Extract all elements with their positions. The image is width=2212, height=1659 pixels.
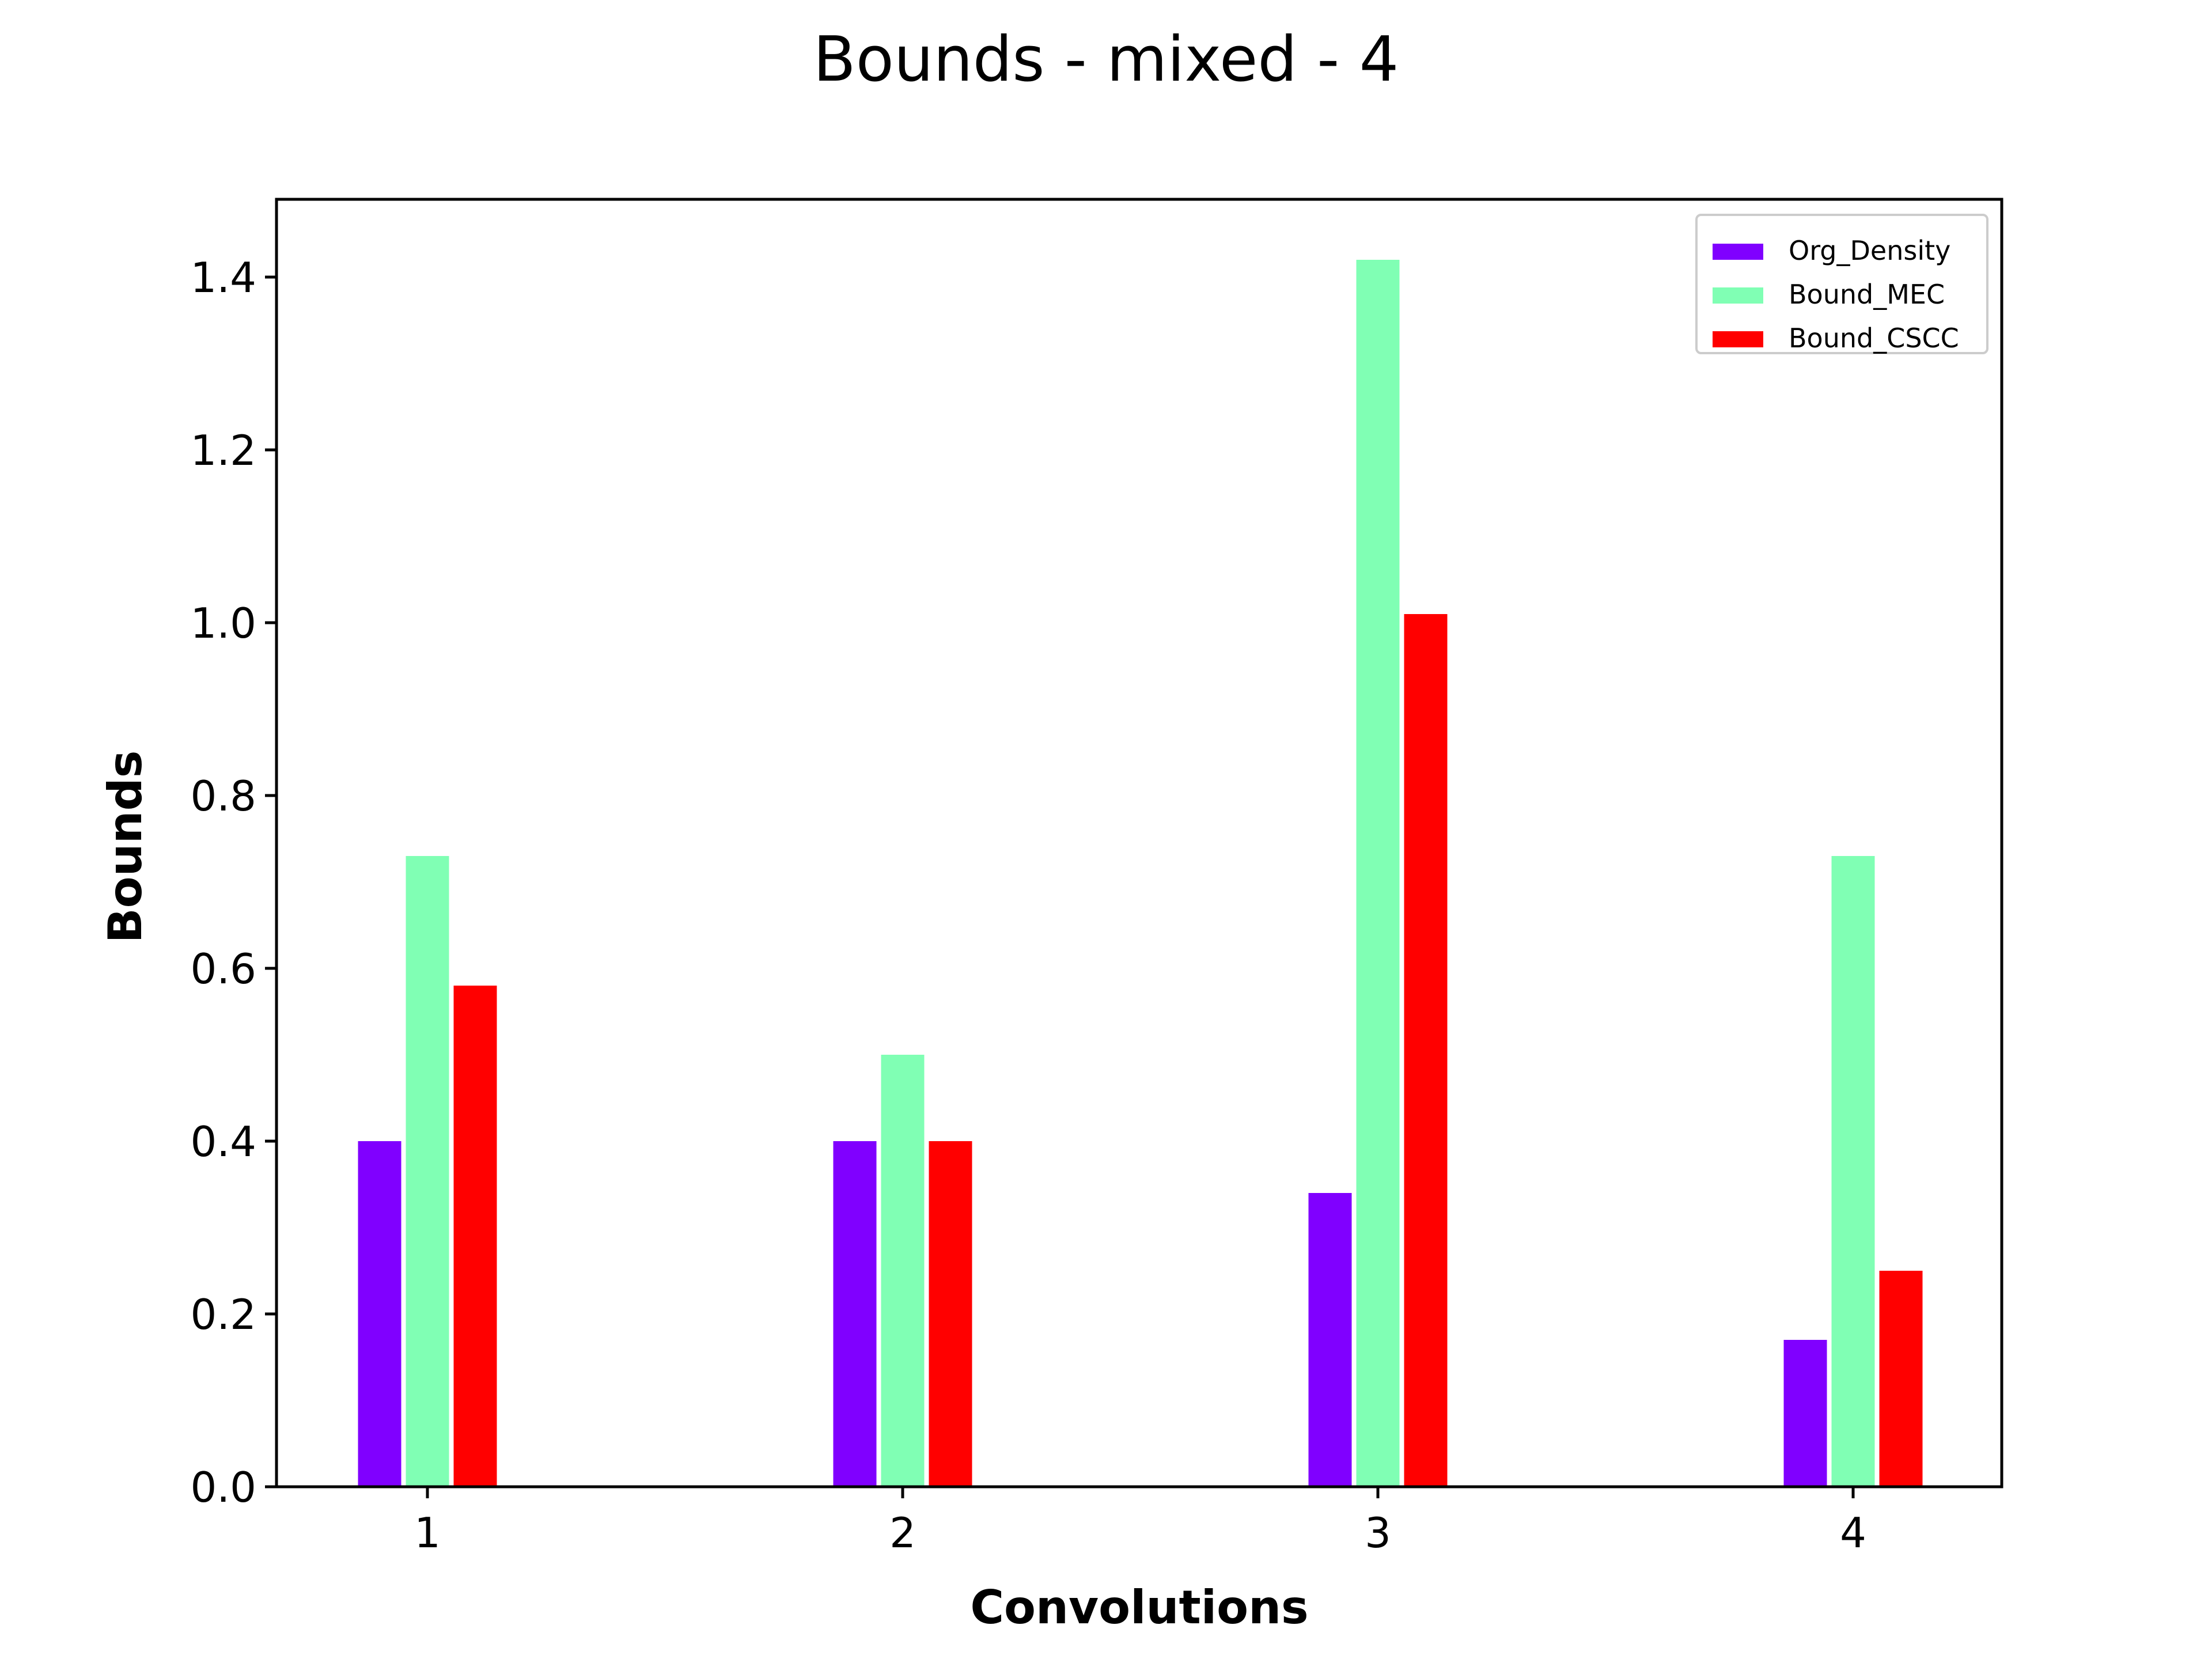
x-tick-label: 1 [414,1509,441,1557]
x-tick-label: 4 [1840,1509,1866,1557]
plot-frame [275,198,2003,1488]
legend-box [1695,214,1988,354]
bar-bound-mec-4 [1831,856,1875,1487]
y-tick-label: 0.2 [190,1290,256,1339]
legend: Org_Density Bound_MEC Bound_CSCC [1695,214,1988,354]
legend-label-org-density: Org_Density [1789,235,1950,266]
bar-bound-cscc-4 [1879,1271,1923,1487]
bar-bound-mec-2 [881,1055,925,1487]
y-tick-label: 1.4 [190,253,256,302]
x-tick-label: 2 [889,1509,916,1557]
legend-swatch-org-density [1713,244,1763,260]
bar-org-density-2 [833,1141,877,1487]
legend-label-bound-cscc: Bound_CSCC [1789,323,1959,354]
bar-org-density-3 [1308,1193,1352,1487]
y-axis-label: Bounds [99,751,152,944]
x-tick-label: 3 [1365,1509,1391,1557]
bars-layer [358,260,1923,1487]
y-tick-label: 0.8 [190,772,256,820]
y-tick-label: 1.2 [190,426,256,475]
bar-bound-cscc-3 [1404,614,1448,1487]
y-tick-label: 0.6 [190,945,256,993]
y-tick-label: 0.4 [190,1118,256,1166]
chart-title: Bounds - mixed - 4 [813,24,1399,96]
bar-bound-mec-1 [406,856,449,1487]
x-axis: 1 2 3 4 [414,1487,1866,1557]
y-tick-label: 0.0 [190,1463,256,1512]
x-axis-label: Convolutions [970,1581,1308,1634]
bar-org-density-4 [1783,1340,1827,1487]
bar-bound-cscc-1 [453,986,497,1487]
legend-swatch-bound-mec [1713,287,1763,304]
legend-swatch-bound-cscc [1713,331,1763,347]
bar-org-density-1 [358,1141,402,1487]
y-tick-label: 1.0 [190,599,256,647]
y-axis: 0.0 0.2 0.4 0.6 0.8 1.0 1.2 1.4 [190,253,276,1512]
bar-bound-cscc-2 [929,1141,972,1487]
legend-label-bound-mec: Bound_MEC [1789,279,1945,310]
bar-bound-mec-3 [1356,260,1400,1487]
